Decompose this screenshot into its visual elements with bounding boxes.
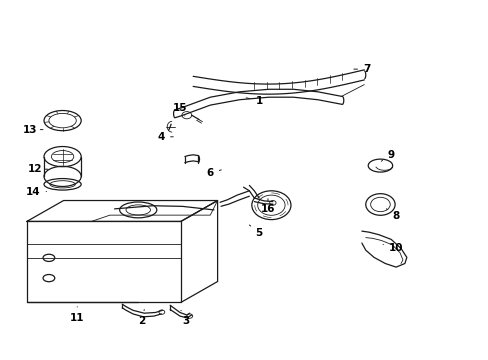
Text: 9: 9: [381, 150, 394, 161]
Text: 8: 8: [386, 209, 399, 221]
Text: 2: 2: [138, 310, 145, 326]
Text: 10: 10: [382, 243, 403, 253]
Text: 16: 16: [260, 199, 275, 214]
Text: 6: 6: [206, 168, 221, 178]
Text: 5: 5: [249, 225, 262, 238]
Text: 11: 11: [70, 307, 84, 323]
Text: 15: 15: [172, 103, 187, 116]
Text: 3: 3: [181, 310, 189, 326]
Text: 13: 13: [23, 125, 43, 135]
Text: 12: 12: [28, 164, 48, 174]
Text: 14: 14: [26, 186, 46, 197]
Text: 4: 4: [157, 132, 173, 142]
Text: 7: 7: [353, 64, 370, 74]
Text: 1: 1: [246, 96, 262, 106]
